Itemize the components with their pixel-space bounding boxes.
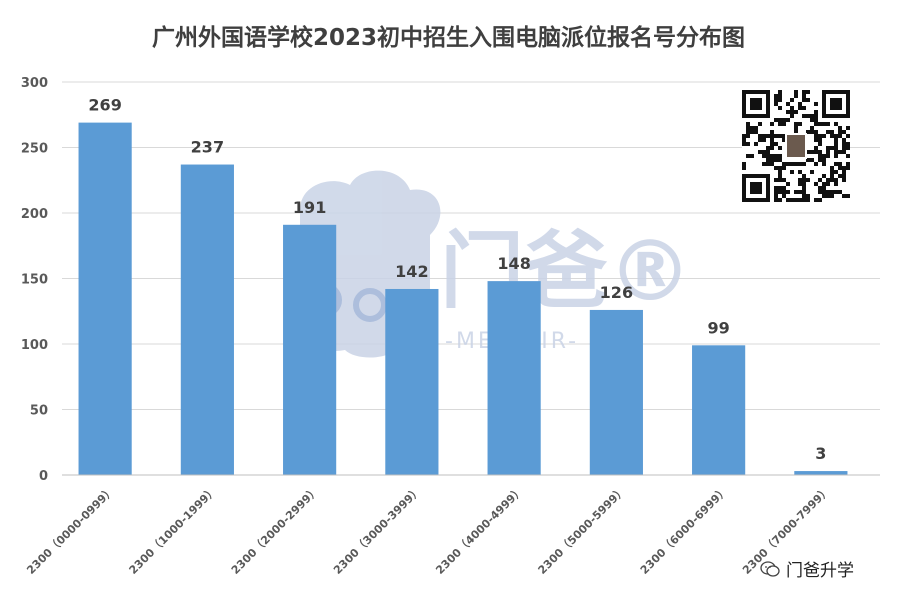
data-label: 3 — [815, 444, 826, 463]
qr-code[interactable] — [742, 90, 850, 202]
x-axis-labels: 2300（0000-0999） 2300（1000-1999） 2300（2000-… — [24, 484, 833, 577]
data-label: 126 — [600, 283, 633, 302]
bar — [78, 122, 132, 476]
y-tick-label: 50 — [30, 404, 48, 419]
data-label: 148 — [497, 254, 530, 273]
bars — [78, 122, 848, 476]
qr-avatar — [785, 133, 807, 159]
bar — [487, 281, 541, 475]
y-axis-labels: 0 50 100 150 200 250 300 — [21, 76, 48, 484]
x-tick-label: 2300（1000-1999） — [127, 484, 220, 577]
x-tick-label: 2300（2000-2999） — [229, 484, 322, 577]
bar — [589, 309, 643, 475]
data-labels: 269 237 191 142 148 126 99 3 — [88, 96, 826, 463]
y-tick-label: 150 — [21, 273, 48, 288]
wechat-icon — [760, 560, 780, 577]
x-tick-label: 2300（6000-6999） — [638, 484, 731, 577]
data-label: 237 — [191, 138, 224, 157]
x-tick-label: 2300（0000-0999） — [24, 484, 117, 577]
watermark-eye-right — [353, 288, 387, 322]
chart-title: 广州外国语学校2023初中招生入围电脑派位报名号分布图 — [151, 25, 745, 51]
qr-code-icon — [742, 90, 850, 202]
footer-brand-text: 门爸升学 — [786, 561, 854, 581]
data-label: 99 — [707, 318, 729, 337]
watermark-brand: 门爸® — [440, 222, 692, 320]
x-tick-label: 2300（5000-5999） — [536, 484, 629, 577]
bar — [385, 288, 439, 475]
y-tick-label: 300 — [21, 76, 48, 91]
bar — [794, 471, 848, 475]
y-tick-label: 100 — [21, 338, 48, 353]
data-label: 142 — [395, 262, 428, 281]
bar — [180, 164, 234, 475]
y-tick-label: 250 — [21, 142, 48, 157]
data-label: 269 — [88, 96, 121, 115]
y-tick-label: 200 — [21, 207, 48, 222]
x-tick-label: 2300（3000-3999） — [331, 484, 424, 577]
x-tick-label: 2300（4000-4999） — [433, 484, 526, 577]
bar — [692, 345, 746, 475]
bar — [283, 224, 337, 475]
y-tick-label: 0 — [39, 469, 48, 484]
data-label: 191 — [293, 198, 326, 217]
footer-brand: 门爸升学 — [760, 556, 854, 581]
